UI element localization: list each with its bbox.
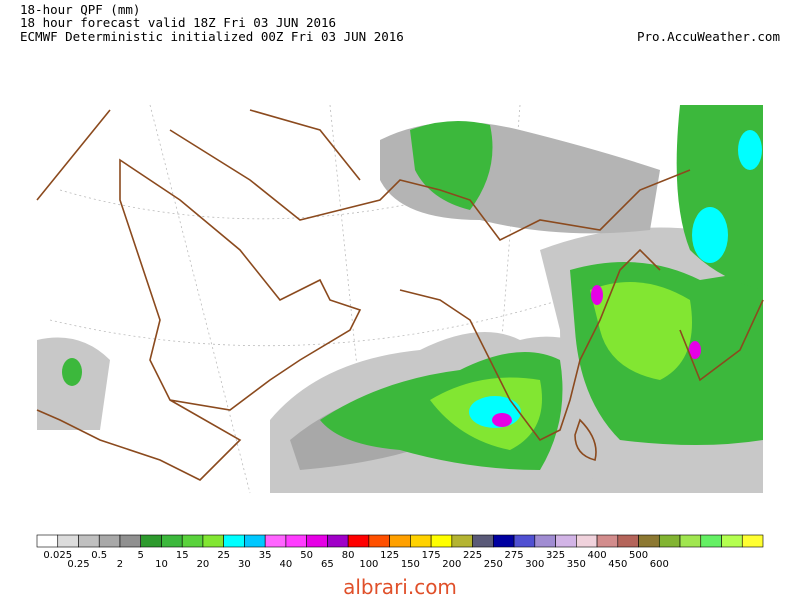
- legend-label: 15: [176, 550, 189, 561]
- legend-swatch: [223, 534, 245, 548]
- legend-swatch: [161, 534, 183, 548]
- legend-swatch: [410, 534, 432, 548]
- legend-label: 10: [155, 559, 168, 570]
- legend-swatch: [721, 534, 743, 548]
- legend-swatch: [617, 534, 639, 548]
- legend-label: 40: [280, 559, 293, 570]
- legend-label: 250: [484, 559, 503, 570]
- legend-swatch: [430, 534, 453, 548]
- legend-label: 0.5: [91, 550, 107, 561]
- legend-label: 0.25: [67, 559, 89, 570]
- precip-magenta: [492, 413, 512, 427]
- legend-swatch: [638, 534, 660, 548]
- legend-swatch: [555, 534, 577, 548]
- legend-swatch: [98, 534, 121, 548]
- legend-label: 35: [259, 550, 272, 561]
- legend-label: 450: [608, 559, 627, 570]
- legend-label: 125: [380, 550, 399, 561]
- map: [36, 104, 764, 494]
- legend-label: 150: [401, 559, 420, 570]
- legend-label: 50: [300, 550, 313, 561]
- legend-label: 275: [505, 550, 524, 561]
- legend-swatch: [244, 534, 266, 548]
- legend-swatch: [306, 534, 328, 548]
- legend-swatch: [700, 534, 722, 548]
- legend-label: 5: [138, 550, 144, 561]
- legend-label: 225: [463, 550, 482, 561]
- legend-swatch: [119, 534, 142, 548]
- legend-swatch: [202, 534, 224, 548]
- legend-swatch: [658, 534, 681, 548]
- legend-swatch: [181, 534, 204, 548]
- legend-label: 325: [546, 550, 565, 561]
- legend-label: 2: [117, 559, 123, 570]
- source: Pro.AccuWeather.com: [637, 29, 780, 44]
- legend-label: 600: [650, 559, 669, 570]
- legend-label: 100: [359, 559, 378, 570]
- model-info: ECMWF Deterministic initialized 00Z Fri …: [20, 29, 404, 44]
- precip-lime-east: [590, 282, 692, 380]
- legend-swatch: [264, 534, 287, 548]
- legend-swatch: [57, 534, 79, 548]
- legend-label: 20: [197, 559, 210, 570]
- legend-swatch: [327, 534, 349, 548]
- legend-label: 80: [342, 550, 355, 561]
- precip-cyan-ne: [692, 207, 728, 263]
- legend-swatch: [472, 534, 494, 548]
- legend-swatch: [741, 534, 764, 548]
- valid-time: 18 hour forecast valid 18Z Fri 03 JUN 20…: [20, 15, 336, 30]
- legend-swatch: [36, 534, 59, 548]
- legend-label: 0.025: [43, 550, 72, 561]
- legend-label: 350: [567, 559, 586, 570]
- watermark: albrari.com: [343, 575, 457, 599]
- legend-swatch: [596, 534, 619, 548]
- legend-swatch: [78, 534, 100, 548]
- legend-label: 25: [217, 550, 230, 561]
- legend-label: 175: [422, 550, 441, 561]
- legend-swatch: [140, 534, 162, 548]
- precip-magenta-c: [591, 285, 603, 305]
- precip-cyan-n: [738, 130, 762, 170]
- legend-swatch: [389, 534, 411, 548]
- legend-swatch: [451, 534, 473, 548]
- legend-swatch: [347, 534, 370, 548]
- legend-label: 500: [629, 550, 648, 561]
- legend-label: 30: [238, 559, 251, 570]
- legend: 0.0250.250.52510152025303540506580100125…: [36, 534, 764, 570]
- precip-magenta-e: [689, 341, 701, 359]
- precip-green-west: [62, 358, 82, 386]
- coastlines: [36, 109, 764, 481]
- graticule: [49, 104, 561, 494]
- legend-swatch: [368, 534, 390, 548]
- legend-label: 400: [588, 550, 607, 561]
- legend-swatch: [513, 534, 536, 548]
- legend-swatch: [493, 534, 515, 548]
- legend-swatch: [534, 534, 556, 548]
- legend-swatch: [679, 534, 702, 548]
- legend-label: 300: [525, 559, 544, 570]
- legend-swatch: [285, 534, 307, 548]
- title: 18-hour QPF (mm): [20, 2, 140, 17]
- legend-swatch: [576, 534, 598, 548]
- legend-label: 200: [442, 559, 461, 570]
- legend-label: 65: [321, 559, 334, 570]
